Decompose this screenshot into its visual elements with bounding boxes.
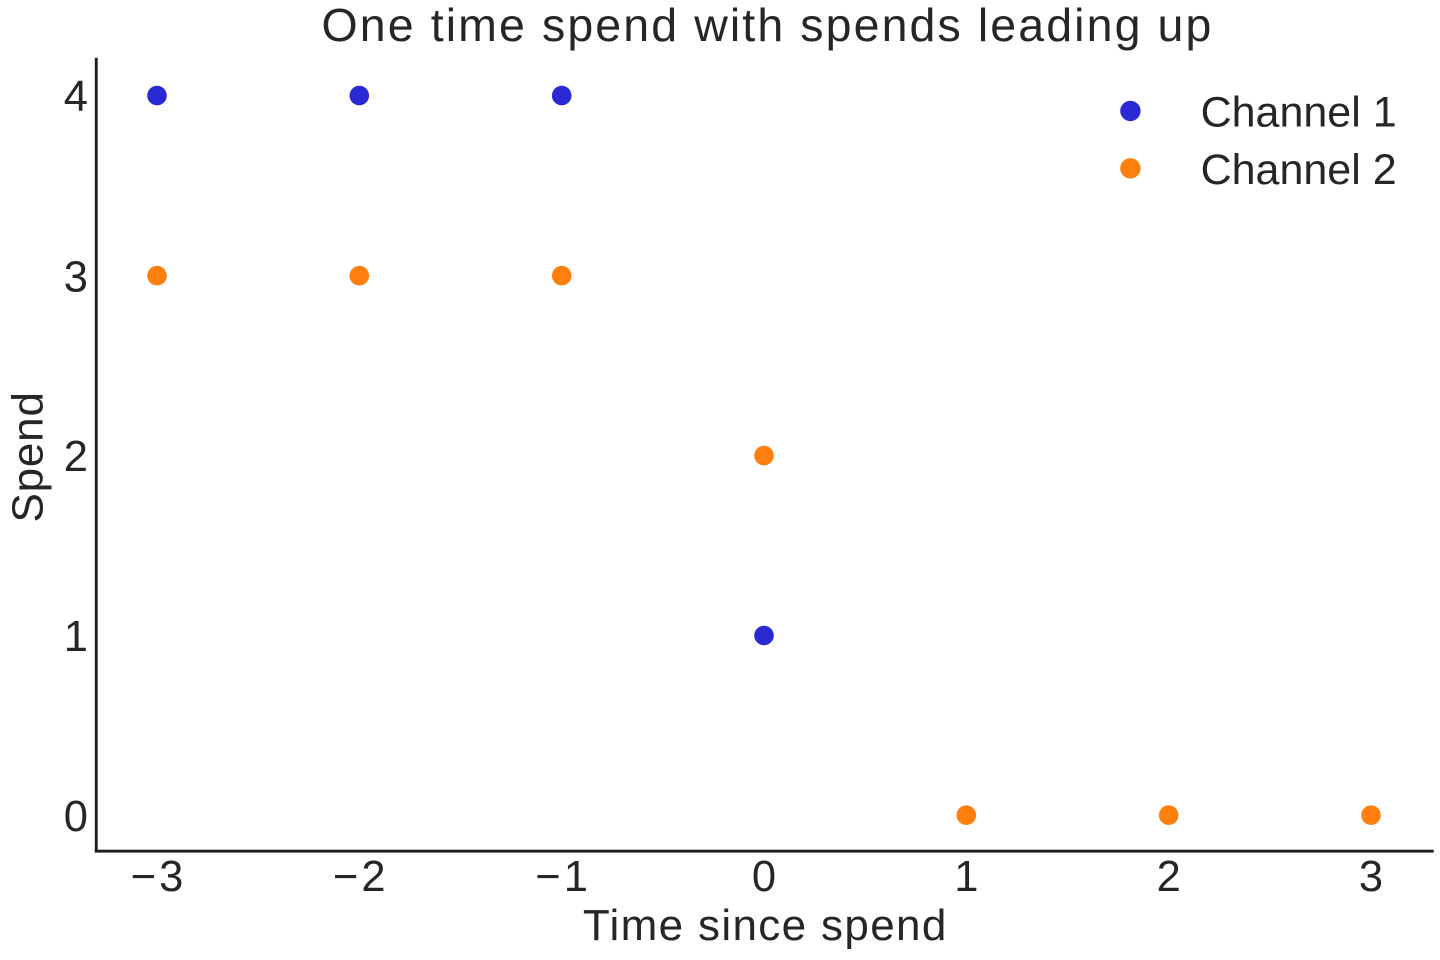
svg-text:4: 4	[64, 73, 88, 121]
svg-text:1: 1	[64, 613, 88, 661]
svg-text:2: 2	[1157, 853, 1181, 901]
svg-text:−3: −3	[131, 853, 187, 901]
svg-text:Channel 1: Channel 1	[1201, 88, 1397, 136]
svg-text:3: 3	[1359, 853, 1383, 901]
svg-text:One time spend with spends lea: One time spend with spends leading up	[322, 0, 1214, 51]
svg-text:0: 0	[64, 793, 88, 841]
svg-text:Time since spend: Time since spend	[583, 901, 948, 950]
svg-text:−2: −2	[333, 853, 389, 901]
svg-text:Channel 2: Channel 2	[1201, 146, 1397, 194]
svg-text:3: 3	[64, 253, 88, 301]
svg-text:0: 0	[752, 853, 776, 901]
svg-text:2: 2	[64, 433, 88, 481]
svg-text:−1: −1	[535, 853, 591, 901]
svg-text:Spend: Spend	[4, 391, 53, 522]
svg-text:1: 1	[954, 853, 978, 901]
